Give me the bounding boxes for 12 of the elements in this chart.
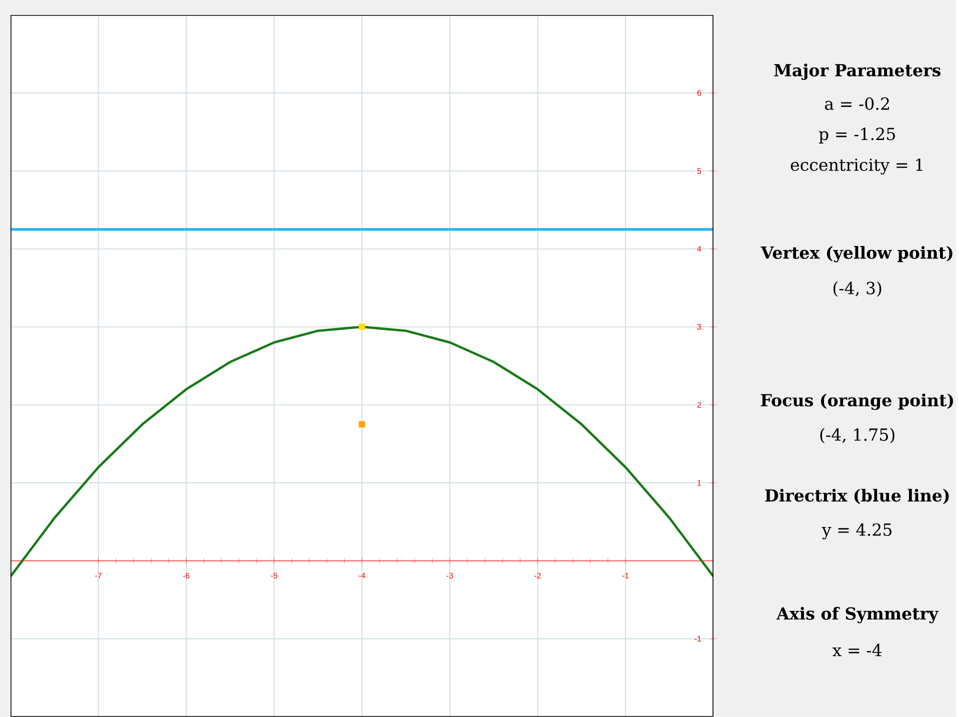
text: a = -0.2 bbox=[824, 97, 889, 110]
text: x = -4 bbox=[832, 644, 882, 656]
text: eccentricity = 1 bbox=[790, 158, 922, 174]
text: Vertex (yellow point) bbox=[760, 246, 952, 262]
text: p = -1.25 bbox=[818, 128, 895, 144]
text: Axis of Symmetry bbox=[776, 606, 939, 624]
text: (-4, 3) bbox=[834, 281, 882, 297]
text: Directrix (blue line) bbox=[765, 488, 949, 504]
text: (-4, 1.75) bbox=[820, 428, 894, 444]
text: Focus (orange point) bbox=[760, 393, 953, 410]
text: y = 4.25 bbox=[822, 523, 892, 540]
text: Major Parameters bbox=[774, 63, 940, 80]
